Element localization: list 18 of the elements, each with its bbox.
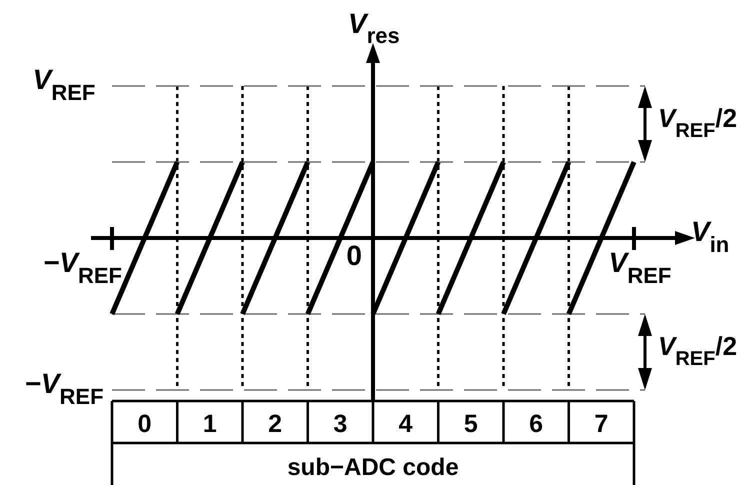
text: V$_{REF}$/2 — [658, 331, 738, 370]
annotation: −V$_{REF}$ — [42, 247, 122, 288]
annotation: V$_{REF}$ — [608, 247, 672, 288]
x-axis-title: V$_{in}$ — [691, 216, 730, 257]
annotation: 0 — [346, 240, 362, 271]
ref-line-label: −V$_{REF}$ — [24, 368, 104, 409]
text: 4 — [398, 410, 413, 438]
text: 7 — [594, 410, 608, 438]
text: 2 — [268, 410, 282, 438]
y-axis-title: V$_{res}$ — [348, 8, 400, 48]
text: sub−ADC code — [287, 454, 459, 481]
ref-line-label: V$_{REF}$ — [32, 64, 96, 105]
text: 1 — [202, 410, 217, 438]
text: 6 — [529, 410, 544, 438]
text: V$_{REF}$/2 — [658, 103, 738, 142]
text: 5 — [464, 410, 478, 438]
text: 0 — [138, 410, 152, 438]
text: 3 — [333, 410, 348, 438]
